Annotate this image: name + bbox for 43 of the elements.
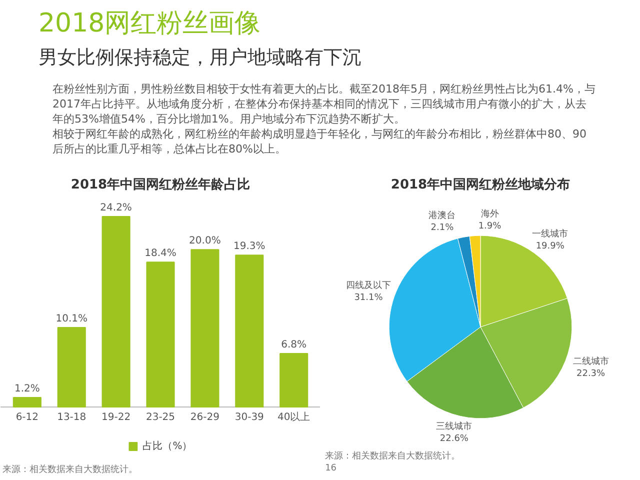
data-label: 22.3%	[576, 369, 606, 380]
slice-label: 海外	[480, 208, 499, 220]
bar	[280, 352, 308, 408]
data-label: 2.1%	[430, 222, 454, 233]
data-label: 20.0%	[189, 236, 221, 247]
text: 16	[325, 463, 337, 474]
x-tick-label: 13-18	[57, 412, 86, 423]
data-label: 1.2%	[14, 384, 40, 395]
data-label: 19.9%	[536, 242, 565, 252]
bar	[235, 254, 264, 408]
data-label: 31.1%	[354, 292, 384, 303]
chart-title: 2018年中国网红粉丝年龄占比	[70, 176, 250, 192]
data-label: 19.3%	[234, 241, 266, 252]
source-note: 来源：相关数据来自大数据统计。	[325, 450, 460, 462]
text: 相较于网红年龄的成熟化，网红粉丝的年龄构成明显趋于年轻化，与网红的年龄分布相比，粉丝群体中80、90后所占的比重几乎相等，总体占比在80%以上。	[52, 128, 586, 156]
data-label: 6.8%	[281, 339, 307, 350]
source-note: 来源：相关数据来自大数据统计。	[2, 464, 138, 475]
data-label: 18.4%	[144, 248, 176, 260]
x-tick-label: 6-12	[16, 412, 39, 423]
bar	[12, 397, 42, 408]
data-label: 1.9%	[478, 221, 502, 232]
slice-label: 港澳台	[428, 210, 456, 221]
slice-label: 一线城市	[532, 228, 568, 240]
legend-label: 占比（%）	[142, 440, 192, 453]
chart-title: 2018年中国网红粉丝地域分布	[390, 176, 570, 192]
x-tick-label: 19-22	[102, 412, 131, 423]
x-tick-label: 26-29	[190, 412, 220, 423]
slice-label: 四线及以下	[346, 280, 391, 291]
bar	[102, 216, 130, 408]
slice-label: 三线城市	[436, 421, 472, 432]
data-label: 22.6%	[440, 434, 469, 444]
x-tick-label: 23-25	[146, 412, 176, 423]
data-label: 24.2%	[100, 202, 132, 214]
x-tick-label: 30-39	[234, 412, 264, 423]
bar	[57, 326, 86, 408]
text: 男女比例保持稳定，用户地域略有下沉	[38, 46, 362, 68]
bar	[146, 262, 175, 408]
text: 在粉丝性别方面，男性粉丝数目相较于女性有着更大的占比。截至2018年5月，网红粉丝男性占比为61.4%，与2017年占比持平。从地域角度分析，在整体分布保持基本相同的情况下，三四线城市用户有微小的扩大，从去年的53%增值54%，百分比增加1%。用户地域分布下沉趋势不断扩大。	[52, 82, 596, 126]
slice-label: 二线城市	[572, 356, 609, 368]
text: 2018网红粉丝画像	[38, 8, 261, 38]
bar	[190, 249, 220, 408]
x-tick-label: 40以上	[277, 410, 310, 423]
data-label: 10.1%	[56, 313, 88, 324]
